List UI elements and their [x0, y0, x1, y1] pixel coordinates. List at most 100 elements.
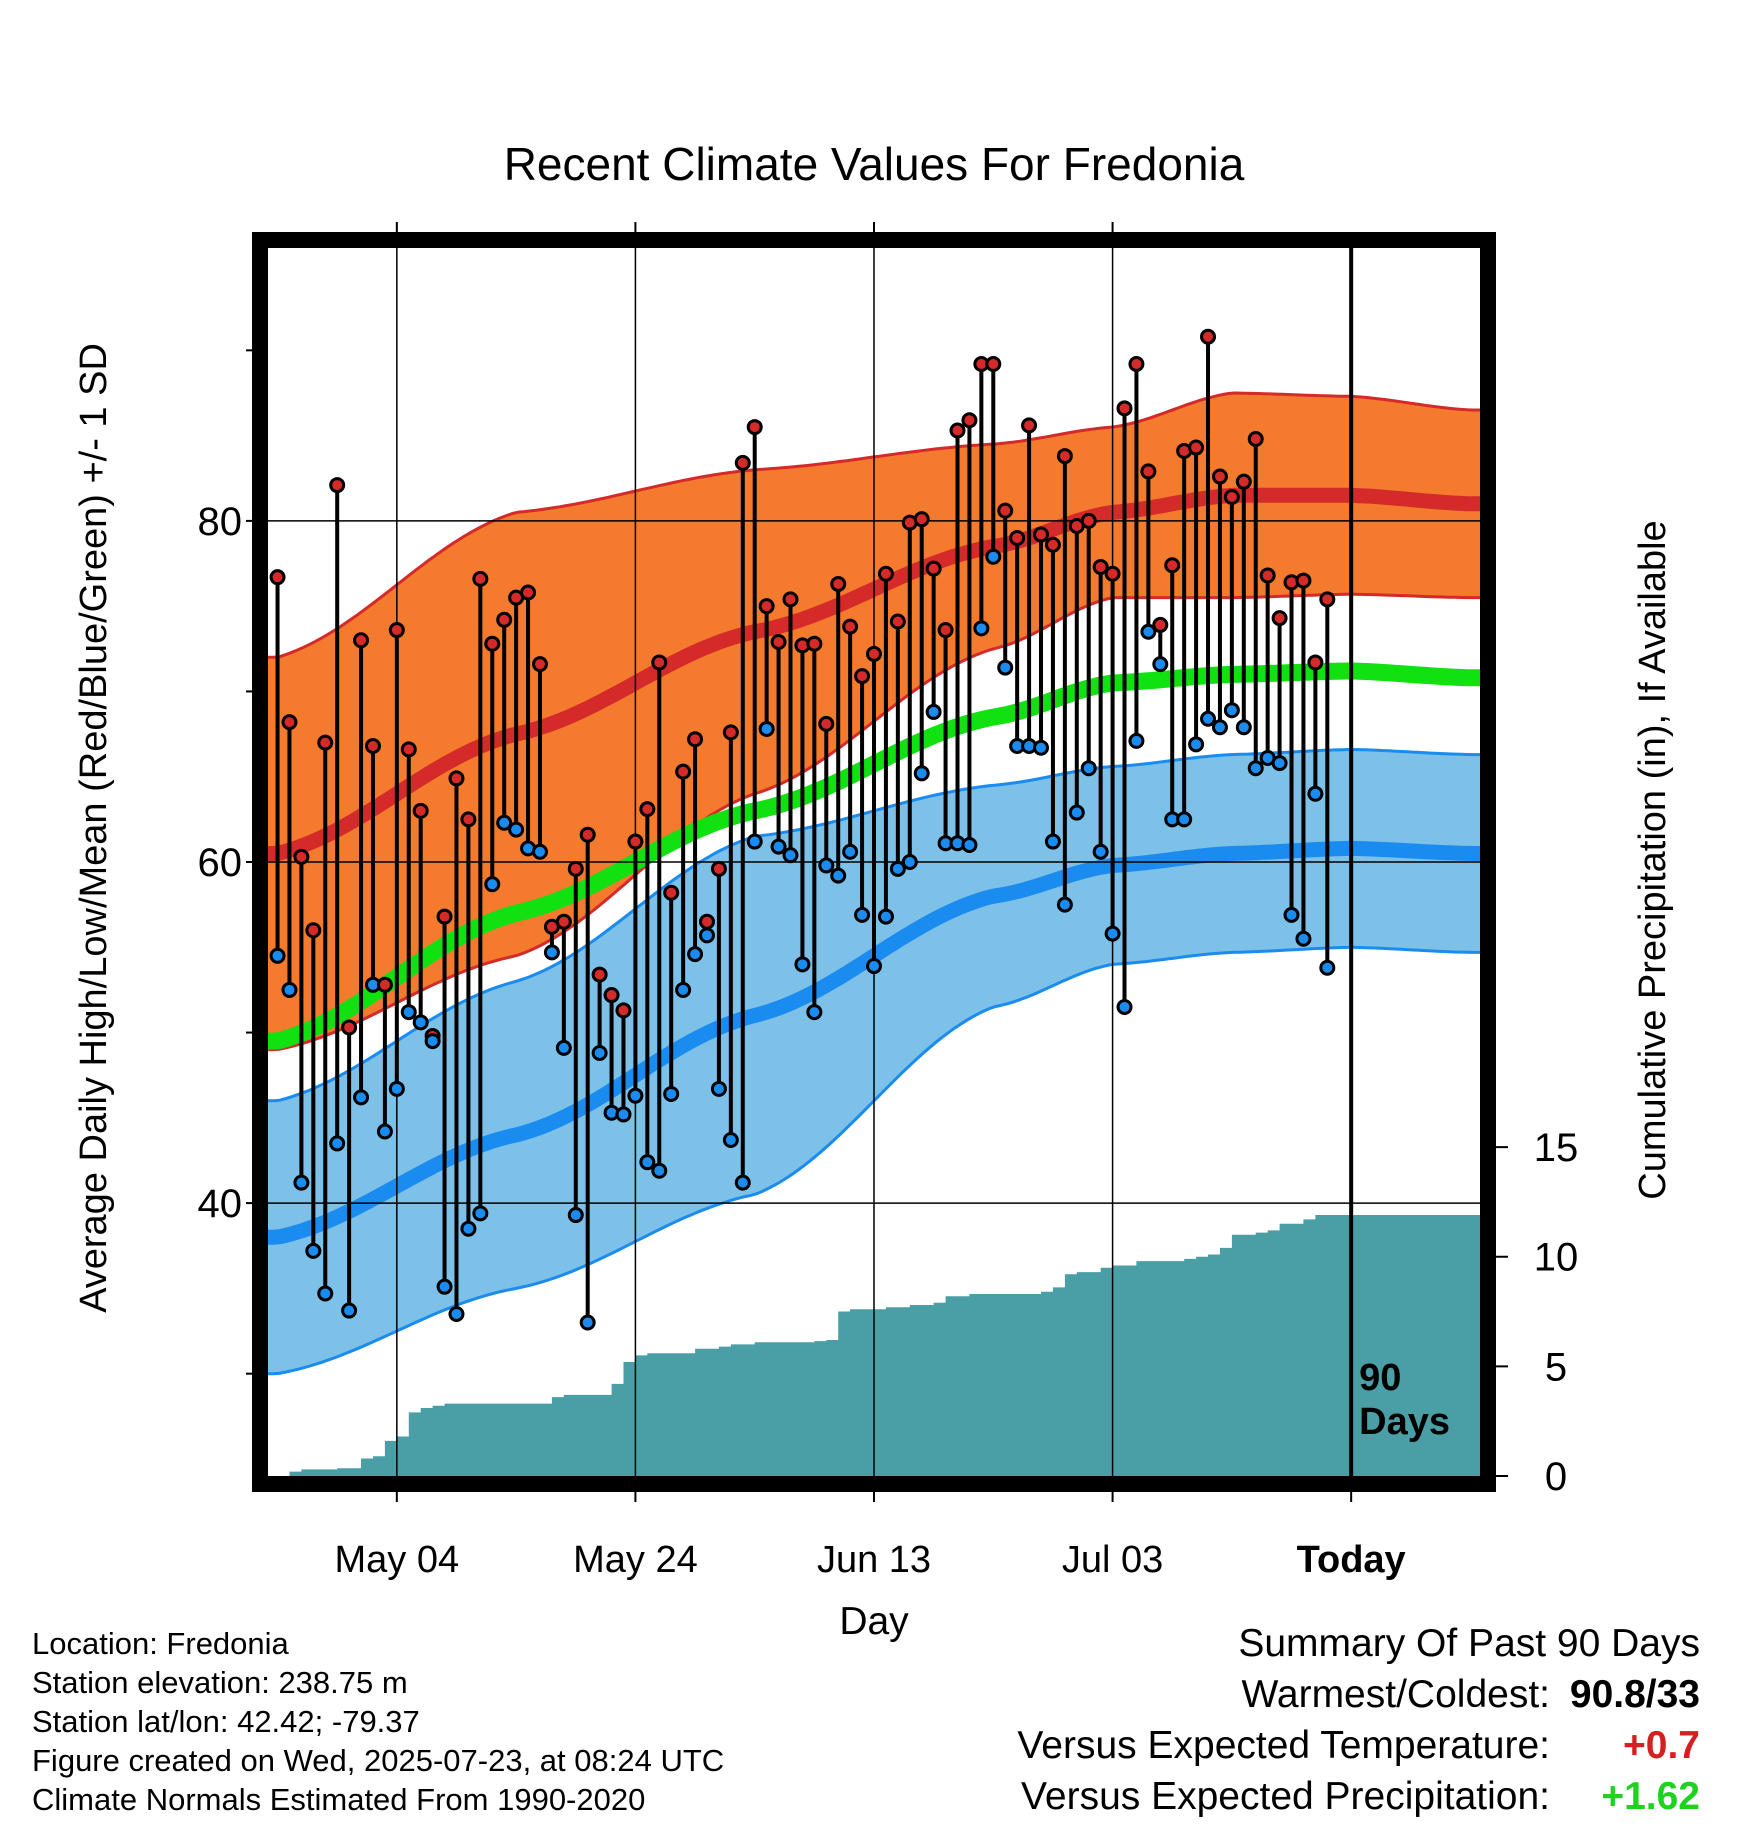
daily-high-point: [698, 913, 715, 930]
daily-high-point: [269, 569, 286, 586]
daily-low-point: [1128, 732, 1145, 749]
today-marker-label: 90 Days: [1359, 1357, 1450, 1443]
info-normals: Climate Normals Estimated From 1990-2020: [32, 1782, 646, 1817]
daily-low-point: [889, 860, 906, 877]
daily-low-point: [615, 1106, 632, 1123]
y-tick-label: 60: [198, 841, 243, 885]
daily-high-point: [842, 618, 859, 635]
daily-low-point: [1235, 719, 1252, 736]
daily-high-point: [520, 584, 537, 601]
daily-high-point: [579, 826, 596, 843]
daily-low-point: [400, 1004, 417, 1021]
y2-tick-label: 15: [1534, 1126, 1579, 1170]
axes: May 04 May 24 Jun 13 Jul 03 Today 40 60 80 0 5 10 1…: [198, 222, 1579, 1581]
daily-high-point: [1044, 536, 1061, 553]
daily-high-point: [734, 454, 751, 471]
x-tick-label: May 04: [335, 1539, 460, 1581]
daily-low-point: [436, 1278, 453, 1295]
daily-low-point: [1152, 656, 1169, 673]
daily-high-point: [1200, 328, 1217, 345]
daily-low-point: [567, 1207, 584, 1224]
daily-high-point: [1164, 557, 1181, 574]
daily-high-point: [1247, 431, 1264, 448]
daily-low-point: [1188, 736, 1205, 753]
daily-low-point: [1271, 755, 1288, 772]
daily-high-point: [913, 511, 930, 528]
daily-low-point: [531, 843, 548, 860]
daily-low-point: [1080, 760, 1097, 777]
daily-high-point: [1307, 654, 1324, 671]
daily-high-point: [531, 656, 548, 673]
daily-low-point: [1068, 804, 1085, 821]
daily-low-point: [376, 1123, 393, 1140]
daily-low-point: [734, 1174, 751, 1191]
x-tick-label: May 24: [573, 1539, 698, 1581]
daily-observations: 90 Days: [269, 248, 1450, 1476]
temp-delta-value: +0.7: [1623, 1724, 1700, 1767]
daily-low-point: [651, 1162, 668, 1179]
daily-high-point: [1271, 610, 1288, 627]
daily-high-point: [1259, 567, 1276, 584]
daily-low-point: [782, 847, 799, 864]
daily-high-point: [806, 635, 823, 652]
daily-high-point: [1295, 572, 1312, 589]
daily-high-point: [985, 355, 1002, 372]
daily-low-point: [508, 821, 525, 838]
daily-low-point: [997, 659, 1014, 676]
daily-low-point: [746, 833, 763, 850]
daily-low-point: [663, 1085, 680, 1102]
daily-high-point: [639, 801, 656, 818]
daily-high-point: [1092, 558, 1109, 575]
daily-low-point: [1247, 760, 1264, 777]
daily-low-point: [412, 1014, 429, 1031]
y2-tick-label: 10: [1534, 1236, 1579, 1280]
daily-high-point: [937, 622, 954, 639]
precip-delta-label: Versus Expected Precipitation:: [1021, 1775, 1550, 1818]
daily-low-point: [818, 857, 835, 874]
daily-high-point: [889, 613, 906, 630]
daily-high-point: [353, 632, 370, 649]
daily-low-point: [1033, 739, 1050, 756]
daily-high-point: [364, 738, 381, 755]
daily-high-point: [663, 884, 680, 901]
daily-low-point: [460, 1220, 477, 1237]
daily-low-point: [1044, 833, 1061, 850]
daily-high-point: [1140, 463, 1157, 480]
daily-high-point: [758, 598, 775, 615]
summary-title: Summary Of Past 90 Days: [1017, 1618, 1700, 1669]
daily-high-point: [925, 560, 942, 577]
daily-low-point: [830, 867, 847, 884]
daily-high-point: [1080, 512, 1097, 529]
daily-high-point: [770, 633, 787, 650]
daily-low-point: [1319, 959, 1336, 976]
daily-high-point: [484, 635, 501, 652]
y2-axis-label: Cumulative Precipitation (in), If Availa…: [1632, 520, 1674, 1199]
high-sd-band: [268, 393, 1480, 1050]
daily-low-point: [758, 720, 775, 737]
daily-low-point: [1104, 925, 1121, 942]
daily-high-point: [854, 668, 871, 685]
daily-high-point: [997, 502, 1014, 519]
temp-delta-label: Versus Expected Temperature:: [1017, 1724, 1550, 1767]
daily-low-point: [305, 1242, 322, 1259]
daily-high-point: [591, 966, 608, 983]
summary-precip: Versus Expected Precipitation: +1.62: [1017, 1771, 1700, 1822]
daily-high-point: [1021, 417, 1038, 434]
daily-low-point: [913, 765, 930, 782]
daily-low-point: [448, 1305, 465, 1322]
daily-low-point: [1116, 998, 1133, 1015]
daily-low-point: [496, 814, 513, 831]
summary-warm-cold: Warmest/Coldest: 90.8/33: [1017, 1669, 1700, 1720]
low-upper-edge: [268, 748, 1480, 1103]
daily-low-point: [293, 1174, 310, 1191]
daily-low-point: [794, 956, 811, 973]
x-tick-label: Today: [1297, 1539, 1406, 1581]
info-created: Figure created on Wed, 2025-07-23, at 08…: [32, 1743, 725, 1778]
daily-low-point: [1211, 719, 1228, 736]
daily-high-point: [615, 1002, 632, 1019]
daily-high-point: [722, 724, 739, 741]
daily-low-point: [472, 1205, 489, 1222]
daily-low-point: [877, 908, 894, 925]
x-tick-label: Jul 03: [1062, 1539, 1163, 1581]
